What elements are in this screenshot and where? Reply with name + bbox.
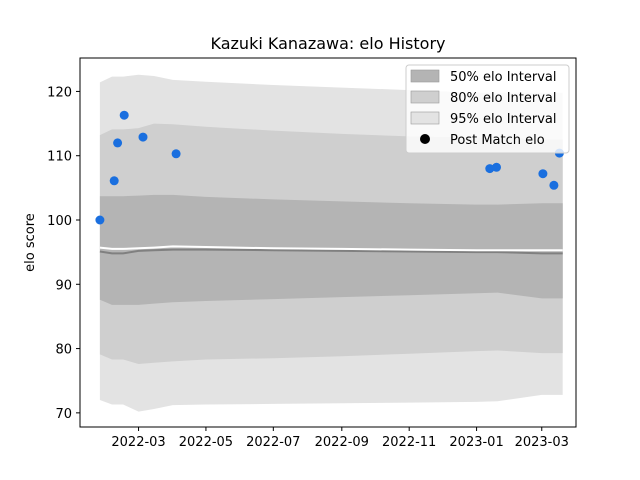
elo-lines xyxy=(99,245,563,255)
y-axis: 70 80 90 100 110 120 xyxy=(47,85,80,422)
y-tick-label: 80 xyxy=(55,343,72,358)
x-tick-label: 2023-01 xyxy=(449,435,503,450)
post-match-point xyxy=(485,164,495,174)
x-tick-label: 2022-11 xyxy=(382,435,436,450)
x-tick-label: 2022-09 xyxy=(315,435,369,450)
y-tick-label: 90 xyxy=(55,278,72,293)
post-match-point xyxy=(171,149,181,159)
x-tick-label: 2022-03 xyxy=(111,435,165,450)
legend-swatch xyxy=(410,69,440,83)
post-match-point xyxy=(95,215,105,225)
post-match-points xyxy=(95,110,564,225)
x-tick-label: 2022-05 xyxy=(179,435,233,450)
legend-label: 50% elo Interval xyxy=(450,70,557,85)
post-match-point xyxy=(109,176,119,186)
legend-label: 80% elo Interval xyxy=(450,91,557,106)
post-match-point xyxy=(549,180,559,190)
mean-elo-line xyxy=(99,248,563,255)
post-match-point xyxy=(119,110,129,120)
y-axis-label: elo score xyxy=(23,213,38,272)
x-axis: 2022-03 2022-05 2022-07 2022-09 2022-11 2023-… xyxy=(111,427,569,450)
x-tick-label: 2022-07 xyxy=(246,435,300,450)
legend: 50% elo Interval 80% elo Interval 95% elo … xyxy=(405,64,570,154)
post-match-point xyxy=(138,132,148,142)
legend-label: Post Match elo xyxy=(450,133,545,148)
legend-marker-icon xyxy=(420,134,430,144)
pre-match-elo-line xyxy=(99,245,563,252)
post-match-point xyxy=(113,138,123,148)
post-match-point xyxy=(492,162,501,172)
chart-title: Kazuki Kanazawa: elo History xyxy=(211,34,446,53)
legend-swatch xyxy=(410,111,440,125)
legend-swatch xyxy=(410,90,440,104)
plot-frame xyxy=(79,57,577,428)
y-tick-label: 110 xyxy=(47,150,72,165)
y-tick-label: 70 xyxy=(55,407,72,422)
legend-label: 95% elo Interval xyxy=(450,112,557,127)
y-tick-label: 120 xyxy=(47,85,72,100)
post-match-point xyxy=(538,169,548,179)
legend-box xyxy=(405,64,570,154)
confidence-bands xyxy=(99,74,563,412)
plot-area xyxy=(95,74,564,412)
y-tick-label: 100 xyxy=(47,214,72,229)
x-tick-label: 2023-03 xyxy=(515,435,569,450)
